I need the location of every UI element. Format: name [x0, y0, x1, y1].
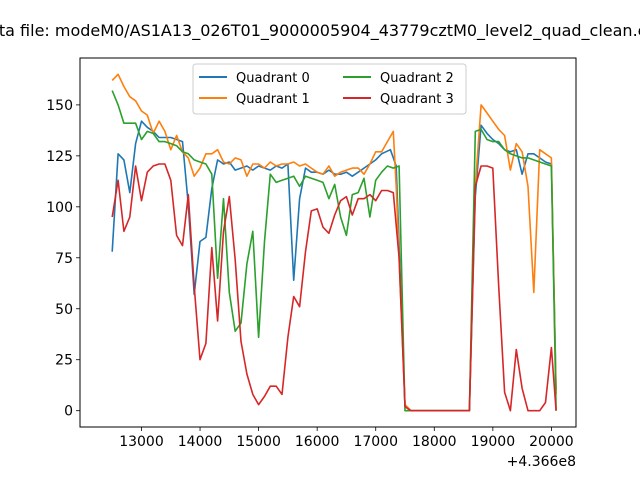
y-tick-label: 100 — [46, 200, 73, 216]
x-tick-label: 18000 — [412, 434, 457, 450]
x-tick-label: 19000 — [471, 434, 516, 450]
x-tick-label: 14000 — [178, 434, 223, 450]
legend-label-quadrant-1: Quadrant 1 — [236, 92, 310, 107]
legend: Quadrant 0 Quadrant 1 Quadrant 2 Quadrant 3 — [192, 63, 467, 115]
series-line-quadrant-2 — [111, 90, 557, 412]
x-tick-label: 20000 — [529, 434, 574, 450]
chart-title: Data file: modeM0/AS1A13_026T01_90000059… — [0, 21, 640, 41]
y-tick-label: 150 — [46, 98, 73, 114]
y-tick-label: 50 — [55, 302, 73, 318]
y-tick-label: 0 — [64, 404, 73, 420]
y-tick-label: 125 — [46, 149, 73, 165]
legend-box — [192, 63, 467, 115]
x-tick-label: 13000 — [119, 434, 164, 450]
series-layer — [111, 73, 557, 412]
axes-background — [80, 58, 576, 427]
y-axis: 0 25 50 75 100 125 150 — [46, 98, 80, 420]
series-line-quadrant-3 — [111, 163, 557, 412]
legend-label-quadrant-2: Quadrant 2 — [380, 71, 454, 86]
series-line-quadrant-0 — [111, 120, 557, 412]
plot-area — [80, 58, 576, 427]
x-tick-label: 15000 — [236, 434, 281, 450]
x-axis: 13000 14000 15000 16000 17000 18000 19000 20000 — [119, 427, 574, 450]
y-tick-label: 25 — [55, 353, 73, 369]
series-line-quadrant-1 — [111, 73, 557, 412]
axes-frame — [79, 57, 577, 428]
y-tick-label: 75 — [55, 251, 73, 267]
legend-label-quadrant-0: Quadrant 0 — [236, 71, 310, 86]
x-tick-label: 17000 — [353, 434, 398, 450]
legend-label-quadrant-3: Quadrant 3 — [380, 92, 454, 107]
x-axis-offset-label: +4.366e8 — [507, 454, 576, 470]
x-tick-label: 16000 — [295, 434, 340, 450]
